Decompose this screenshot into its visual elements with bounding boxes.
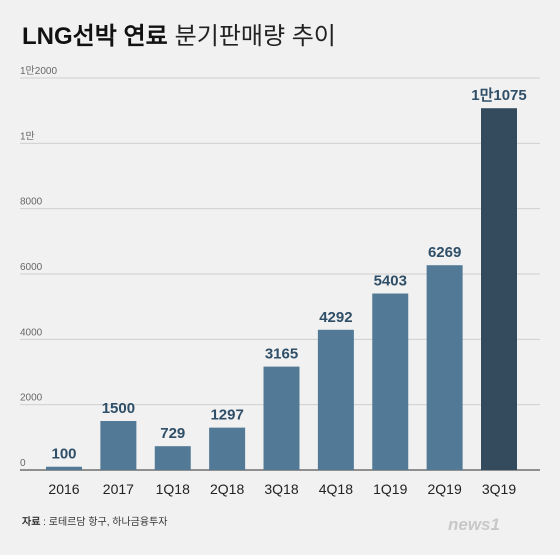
y-tick-label: 1만	[20, 130, 35, 142]
x-tick-label: 3Q19	[482, 481, 516, 497]
bar-2q19	[426, 265, 463, 470]
bar-2016	[46, 466, 82, 470]
x-axis-ticks: 2016 2017 1Q18 2Q18 3Q18 4Q18 1Q19 2Q19 3Q19	[48, 481, 516, 497]
y-tick-label: 8000	[20, 197, 43, 208]
x-tick-label: 2Q18	[210, 481, 244, 497]
bar-4q18	[317, 329, 354, 470]
value-label: 729	[160, 425, 185, 442]
chart-title-regular: 분기판매량 추이	[175, 23, 336, 50]
bar-1q19	[372, 293, 409, 470]
x-tick-label: 2016	[48, 481, 79, 497]
value-labels: 100 1500 729 1297 3165 4292 5403 6269 1만1075	[51, 87, 526, 463]
y-tick-label: 4000	[20, 327, 43, 338]
value-label: 1500	[102, 400, 135, 417]
value-label: 1만1075	[471, 87, 527, 104]
bar-3q18	[263, 366, 300, 470]
value-label: 5403	[374, 273, 407, 290]
bar-2017	[100, 421, 137, 470]
x-tick-label: 2Q19	[428, 481, 462, 497]
y-tick-label: 6000	[20, 262, 43, 273]
value-label: 4292	[319, 309, 352, 326]
source-text: : 로테르담 항구, 하나금융투자	[40, 515, 167, 528]
value-label: 100	[51, 446, 76, 463]
bar-1q18	[154, 446, 191, 470]
bar-3q19	[481, 108, 517, 470]
chart-title: LNG선박 연료 분기판매량 추이	[22, 23, 336, 50]
chart-title-bold: LNG선박 연료	[22, 23, 168, 50]
value-label: 3165	[265, 346, 298, 363]
x-tick-label: 3Q18	[264, 481, 298, 497]
y-tick-label: 0	[20, 458, 26, 469]
y-tick-label: 1만2000	[20, 65, 57, 77]
y-tick-label: 2000	[20, 393, 43, 404]
news1-logo: news1	[448, 515, 500, 534]
value-label: 6269	[428, 244, 461, 261]
x-tick-label: 1Q19	[373, 481, 407, 497]
source-label: 자료	[22, 515, 40, 528]
value-label: 1297	[210, 407, 243, 424]
source-note: 자료 : 로테르담 항구, 하나금융투자	[22, 515, 167, 528]
x-tick-label: 2017	[103, 481, 134, 497]
x-tick-label: 4Q18	[319, 481, 353, 497]
bars	[46, 108, 517, 470]
x-tick-label: 1Q18	[156, 481, 190, 497]
bar-2q18	[209, 427, 246, 470]
